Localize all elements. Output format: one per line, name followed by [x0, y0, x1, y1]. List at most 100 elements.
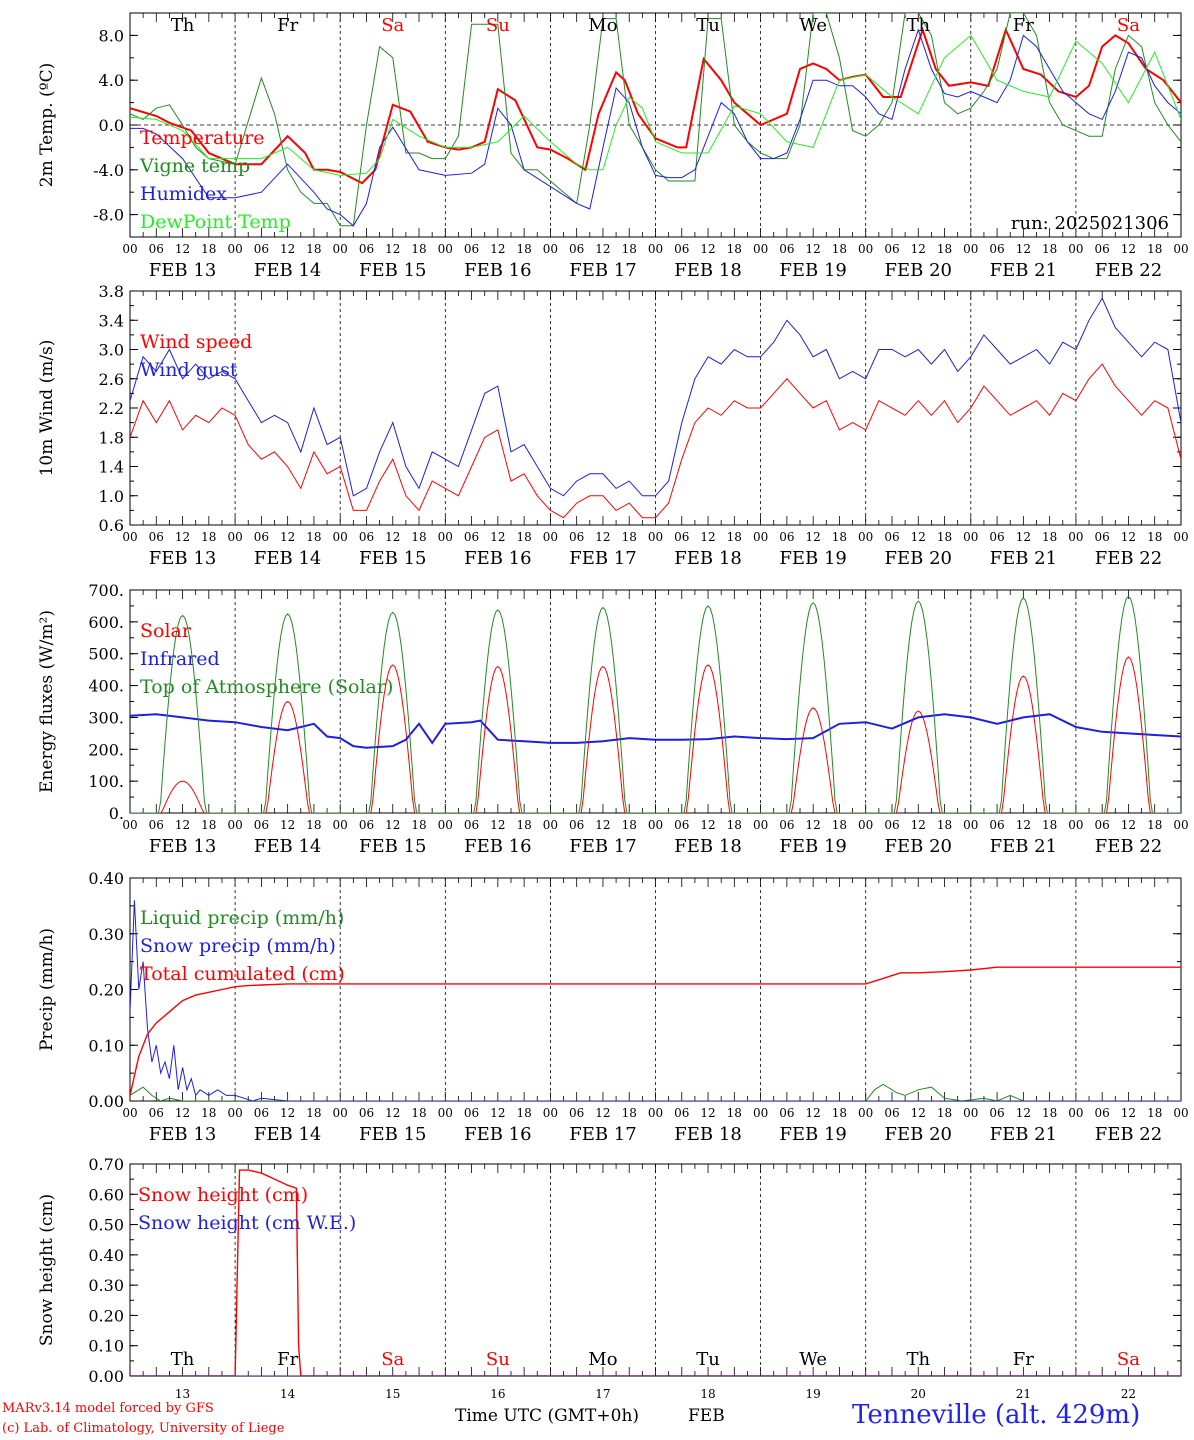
hour-tick-label: 06 — [359, 818, 374, 832]
hour-tick-label: 00 — [333, 818, 348, 832]
hour-tick-label: 06 — [1095, 530, 1110, 544]
hour-tick-label: 18 — [1147, 242, 1162, 256]
hour-tick-label: 18 — [201, 530, 216, 544]
day-number-label: 16 — [490, 1387, 505, 1401]
weekday-label: Mo — [588, 15, 617, 36]
day-label: FEB 22 — [1095, 260, 1162, 281]
hour-tick-label: 00 — [438, 530, 453, 544]
day-label: FEB 22 — [1095, 548, 1162, 569]
hour-tick-label: 12 — [806, 242, 821, 256]
day-number-label: 13 — [175, 1387, 190, 1401]
hour-tick-label: 12 — [806, 818, 821, 832]
hour-tick-label: 00 — [1173, 818, 1188, 832]
series-humidex — [130, 28, 1181, 227]
hour-tick-label: 12 — [1016, 1106, 1031, 1120]
hour-tick-label: 06 — [989, 242, 1004, 256]
y-tick-label: 1.4 — [99, 458, 124, 477]
hour-tick-label: 12 — [911, 242, 926, 256]
hour-tick-label: 18 — [832, 818, 847, 832]
hour-tick-label: 00 — [122, 242, 137, 256]
series-wind-gust — [130, 297, 1181, 497]
wind-panel: 0.6 1.0 1.4 1.8 2.2 2.6 3.0 3.4 3.8 10m Wind (m/s… — [37, 282, 1189, 569]
weekday-label: We — [799, 15, 827, 36]
hour-tick-label: 12 — [490, 1106, 505, 1120]
day-label: FEB 17 — [569, 260, 636, 281]
hour-tick-label: 12 — [175, 242, 190, 256]
weekday-label: Fr — [1013, 15, 1034, 36]
station-name: Tenneville (alt. 429m) — [852, 1400, 1141, 1430]
hour-tick-label: 00 — [858, 1106, 873, 1120]
hour-tick-label: 06 — [779, 1106, 794, 1120]
hour-tick-label: 18 — [516, 530, 531, 544]
weekday-label: Sa — [381, 15, 404, 36]
hour-tick-label: 18 — [727, 530, 742, 544]
y-tick-label: 0.70 — [88, 1155, 124, 1174]
hour-tick-label: 00 — [858, 530, 873, 544]
hour-tick-label: 18 — [937, 1106, 952, 1120]
day-label: FEB 18 — [674, 836, 741, 857]
hour-tick-label: 00 — [543, 1106, 558, 1120]
hour-tick-label: 00 — [1173, 242, 1188, 256]
y-tick-label: 3.8 — [99, 282, 124, 301]
legend-entry: Total cumulated (cm) — [140, 963, 345, 985]
day-label: FEB 21 — [990, 836, 1057, 857]
hour-tick-label: 18 — [306, 1106, 321, 1120]
day-label: FEB 18 — [674, 1124, 741, 1145]
y-tick-label: 3.0 — [99, 341, 124, 360]
legend-entry: Infrared — [140, 648, 220, 670]
y-tick-label: 0.00 — [88, 1092, 124, 1111]
y-tick-label: 0.00 — [88, 1367, 124, 1386]
precip-panel: 0.00 0.10 0.20 0.30 0.40 Precip (mm/h) Liquid … — [37, 869, 1189, 1145]
hour-tick-label: 00 — [963, 1106, 978, 1120]
day-label: FEB 15 — [359, 836, 426, 857]
hour-tick-label: 12 — [490, 530, 505, 544]
hour-tick-label: 00 — [227, 818, 242, 832]
weekday-label: Tu — [696, 15, 720, 36]
hour-tick-label: 00 — [963, 818, 978, 832]
hour-tick-label: 12 — [595, 1106, 610, 1120]
hour-tick-label: 12 — [911, 530, 926, 544]
hour-tick-label: 00 — [438, 1106, 453, 1120]
day-label: FEB 21 — [990, 260, 1057, 281]
weekday-label: Su — [486, 1349, 510, 1370]
hour-tick-label: 00 — [648, 818, 663, 832]
y-tick-label: 2.6 — [99, 370, 124, 389]
hour-tick-label: 06 — [464, 242, 479, 256]
hour-tick-label: 18 — [832, 530, 847, 544]
hour-tick-label: 18 — [306, 818, 321, 832]
y-tick-label: 500. — [88, 645, 124, 664]
day-number-label: 21 — [1016, 1387, 1031, 1401]
hour-tick-label: 00 — [438, 242, 453, 256]
series-snow-precip-mm-h- — [130, 900, 1181, 1101]
hour-tick-label: 18 — [411, 818, 426, 832]
hour-tick-label: 12 — [700, 1106, 715, 1120]
hour-tick-label: 12 — [806, 1106, 821, 1120]
hour-tick-label: 00 — [753, 1106, 768, 1120]
hour-tick-label: 00 — [333, 1106, 348, 1120]
hour-tick-label: 18 — [832, 242, 847, 256]
hour-tick-label: 06 — [254, 242, 269, 256]
run-annotation: run: 2025021306 — [1011, 213, 1169, 234]
hour-tick-label: 18 — [937, 242, 952, 256]
hour-tick-label: 06 — [359, 242, 374, 256]
hour-tick-label: 18 — [622, 818, 637, 832]
y-tick-label: 0.20 — [88, 981, 124, 1000]
hour-tick-label: 06 — [674, 818, 689, 832]
hour-tick-label: 06 — [359, 1106, 374, 1120]
hour-tick-label: 00 — [122, 530, 137, 544]
hour-tick-label: 18 — [1042, 1106, 1057, 1120]
hour-tick-label: 06 — [1095, 1106, 1110, 1120]
y-tick-label: 0.10 — [88, 1036, 124, 1055]
hour-tick-label: 00 — [543, 530, 558, 544]
legend-entry: Top of Atmosphere (Solar) — [140, 676, 393, 698]
hour-tick-label: 06 — [989, 530, 1004, 544]
hour-tick-label: 12 — [280, 530, 295, 544]
hour-tick-label: 18 — [516, 1106, 531, 1120]
y-tick-label: 0. — [109, 804, 124, 823]
y-tick-label: 0.40 — [88, 1246, 124, 1265]
weekday-label: Tu — [696, 1349, 720, 1370]
hour-tick-label: 12 — [700, 242, 715, 256]
hour-tick-label: 06 — [1095, 242, 1110, 256]
hour-tick-label: 00 — [648, 530, 663, 544]
hour-tick-label: 06 — [779, 242, 794, 256]
